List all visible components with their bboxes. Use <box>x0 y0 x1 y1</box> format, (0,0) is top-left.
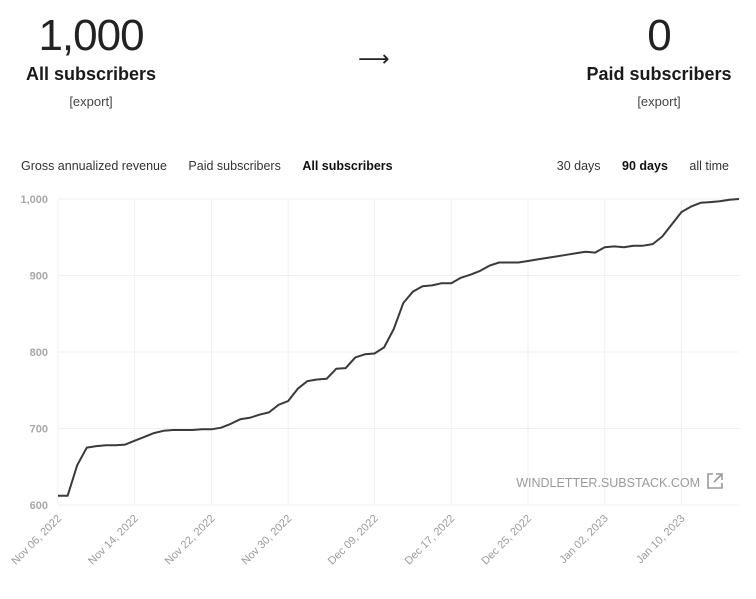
all-subscribers-count: 1,000 <box>38 11 144 60</box>
series-line-all-subscribers <box>58 198 740 497</box>
watermark-text[interactable]: WINDLETTER.SUBSTACK.COM <box>516 476 700 490</box>
range-tabs: 30 days 90 days all time <box>557 159 729 173</box>
tab-all-subscribers[interactable]: All subscribers <box>302 159 393 173</box>
chart-gridlines <box>57 198 739 506</box>
paid-subscribers-count: 0 <box>647 11 671 60</box>
y-tick-label: 900 <box>30 271 48 283</box>
external-link-icon[interactable] <box>707 473 723 489</box>
x-tick-label: Dec 09, 2022 <box>326 513 381 568</box>
tab-30-days[interactable]: 30 days <box>556 159 601 173</box>
tab-all-time[interactable]: all time <box>689 159 729 173</box>
x-tick-label: Jan 02, 2023 <box>557 513 610 566</box>
tab-90-days[interactable]: 90 days <box>622 159 668 173</box>
y-axis-ticks: 600 700 800 900 1,000 <box>20 194 48 512</box>
subscribers-line-chart: 600 700 800 900 1,000 Nov 06, 2022 Nov 14, 20… <box>9 194 740 568</box>
x-tick-label: Jan 10, 2023 <box>634 513 687 566</box>
y-tick-label: 1,000 <box>20 194 48 206</box>
x-tick-label: Nov 30, 2022 <box>240 513 295 568</box>
export-all-subscribers-link[interactable]: [export] <box>69 94 113 109</box>
all-subscribers-label: All subscribers <box>25 64 157 84</box>
tab-gross-annualized-revenue[interactable]: Gross annualized revenue <box>21 159 167 173</box>
watermark[interactable]: WINDLETTER.SUBSTACK.COM <box>516 473 723 490</box>
x-tick-label: Dec 25, 2022 <box>479 513 534 568</box>
x-tick-label: Nov 14, 2022 <box>86 513 141 568</box>
export-paid-subscribers-link[interactable]: [export] <box>637 94 681 109</box>
paid-subscribers-label: Paid subscribers <box>586 64 732 84</box>
x-axis-ticks: Nov 06, 2022 Nov 14, 2022 Nov 22, 2022 Nov … <box>9 513 687 568</box>
x-tick-label: Dec 17, 2022 <box>403 513 458 568</box>
y-tick-label: 800 <box>30 347 48 359</box>
x-tick-label: Nov 06, 2022 <box>9 513 64 568</box>
metric-tabs: Gross annualized revenue Paid subscriber… <box>21 159 393 173</box>
x-tick-label: Nov 22, 2022 <box>163 513 218 568</box>
arrow-right-icon: ⟶ <box>358 46 390 71</box>
tab-paid-subscribers[interactable]: Paid subscribers <box>188 159 281 173</box>
y-tick-label: 700 <box>30 424 48 436</box>
all-subscribers-summary: 1,000 All subscribers [export] <box>20 10 162 109</box>
paid-subscribers-summary: 0 Paid subscribers [export] <box>583 10 735 109</box>
y-tick-label: 600 <box>30 500 48 512</box>
